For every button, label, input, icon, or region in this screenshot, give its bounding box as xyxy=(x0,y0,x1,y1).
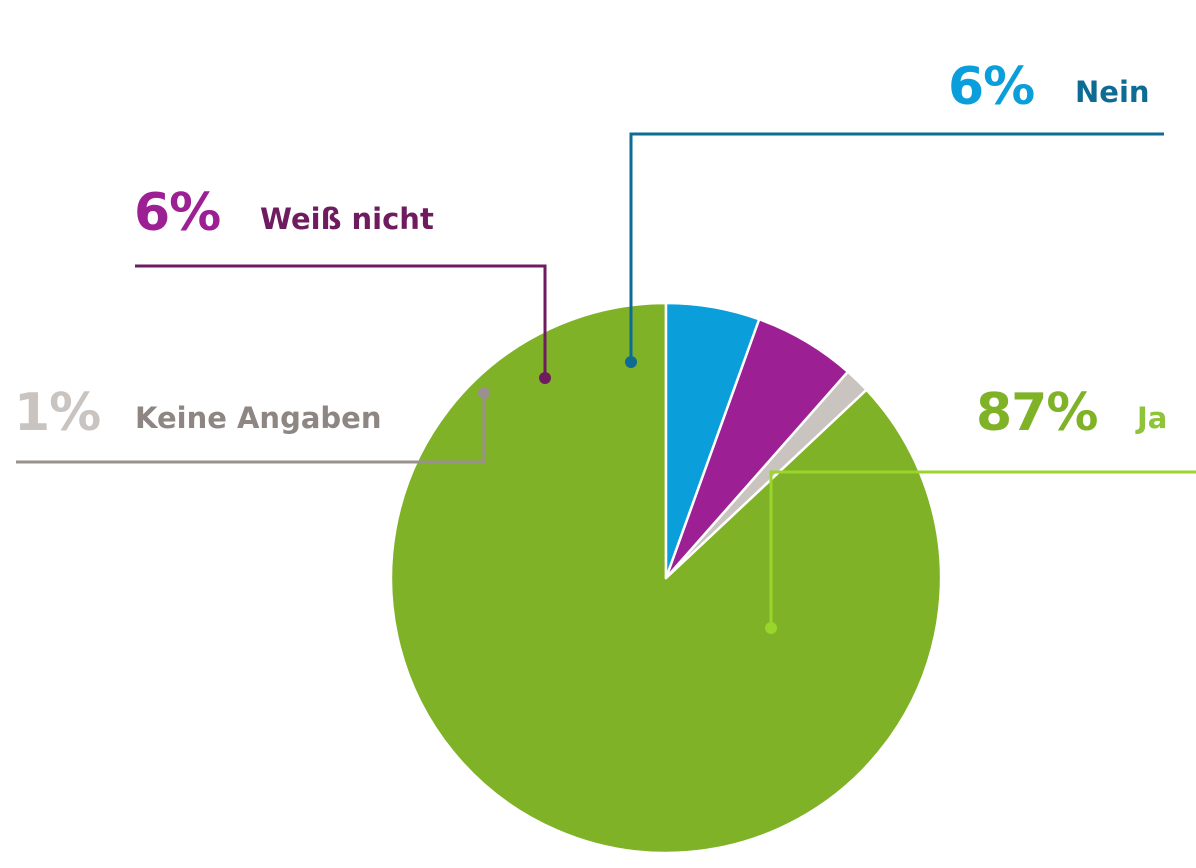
pie-slice-ja xyxy=(389,301,943,855)
callout-ja: 87% Ja xyxy=(765,383,1196,634)
pie-slices xyxy=(389,301,943,855)
percent-label-keine-angaben: 1% xyxy=(14,383,100,443)
leader-dot-keine-angaben xyxy=(478,387,490,399)
leader-dot-weiss-nicht xyxy=(539,372,551,384)
callout-weiss-nicht: 6% Weiß nicht xyxy=(134,183,551,384)
category-label-keine-angaben: Keine Angaben xyxy=(135,401,381,435)
leader-line-weiss-nicht xyxy=(135,264,547,378)
callout-keine-angaben: 1% Keine Angaben xyxy=(14,383,490,464)
category-label-weiss-nicht: Weiß nicht xyxy=(260,202,434,236)
percent-label-weiss-nicht: 6% xyxy=(134,183,220,243)
percent-label-ja: 87% xyxy=(976,383,1097,443)
leader-line-keine-angaben xyxy=(16,393,486,464)
category-label-ja: Ja xyxy=(1135,401,1167,435)
percent-label-nein: 6% xyxy=(948,57,1034,117)
leader-dot-ja xyxy=(765,622,777,634)
leader-line-ja xyxy=(769,470,1196,628)
leader-dot-nein xyxy=(625,356,637,368)
category-label-nein: Nein xyxy=(1075,75,1150,109)
callout-nein: 6% Nein xyxy=(625,57,1164,368)
pie-slice-nein xyxy=(664,301,761,580)
leader-line-nein xyxy=(629,132,1164,362)
